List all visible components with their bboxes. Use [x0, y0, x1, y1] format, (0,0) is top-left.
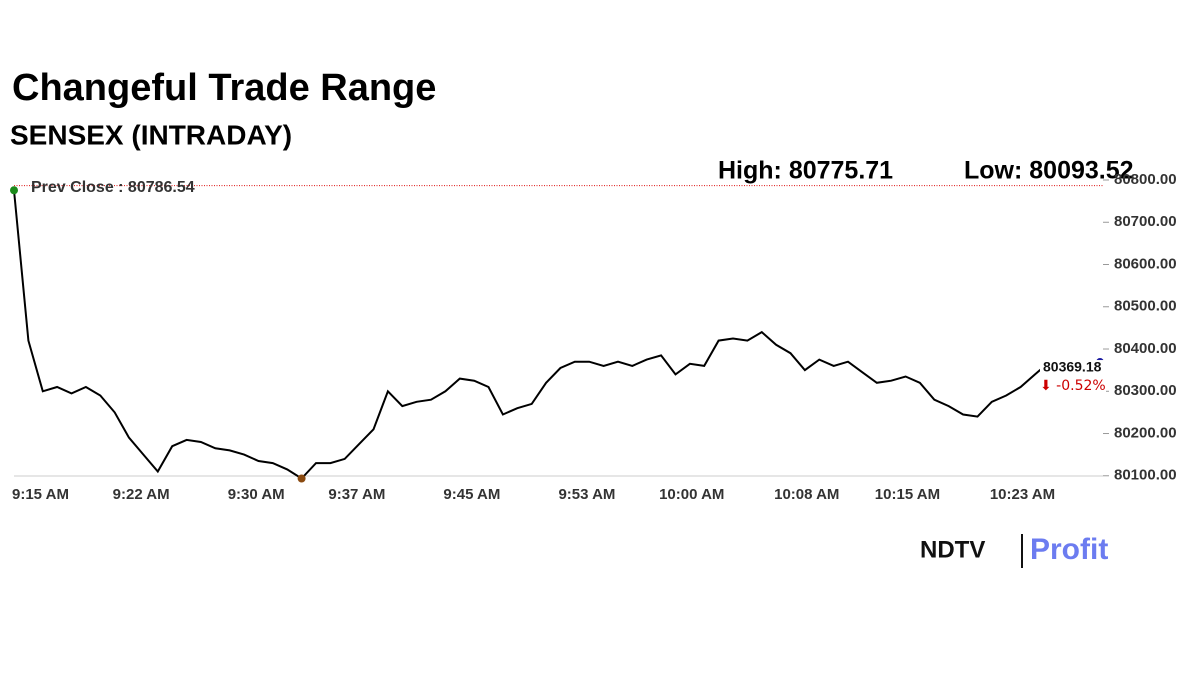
y-tick-label: 80400.00 — [1114, 340, 1177, 357]
reference-label: Prev Close : 80786.54 — [31, 179, 195, 196]
x-tick-label: 9:53 AM — [558, 486, 615, 503]
start-marker — [10, 186, 18, 195]
x-tick-label: 9:45 AM — [443, 486, 500, 503]
y-tick-label: 80800.00 — [1114, 171, 1177, 188]
chart-title: Changeful Trade Range — [12, 67, 436, 109]
x-tick-label: 10:15 AM — [875, 486, 940, 503]
change-label: ⬇ -0.52% — [1040, 378, 1106, 394]
x-tick-label: 9:37 AM — [328, 486, 385, 503]
logo-brand: NDTV — [920, 536, 985, 563]
y-tick-label: 80500.00 — [1114, 298, 1177, 315]
x-tick-label: 9:15 AM — [12, 486, 69, 503]
chart-subtitle: SENSEX (INTRADAY) — [10, 119, 292, 150]
y-tick-label: 80200.00 — [1114, 424, 1177, 441]
high-annotation: High: 80775.71 — [718, 157, 893, 185]
y-tick-label: 80700.00 — [1114, 213, 1177, 230]
x-tick-label: 10:23 AM — [990, 486, 1055, 503]
last-label-box — [1040, 360, 1106, 397]
y-tick-label: 80600.00 — [1114, 255, 1177, 272]
logo-product: Profit — [1030, 533, 1108, 566]
price-line — [13, 190, 1051, 480]
last-label: 80369.18 — [1043, 359, 1102, 375]
x-tick-label: 9:22 AM — [113, 486, 170, 503]
y-tick-label: 80100.00 — [1114, 467, 1177, 484]
low-marker — [297, 474, 306, 483]
logo: NDTV Profit — [920, 533, 1108, 568]
x-tick-label: 10:00 AM — [659, 486, 724, 503]
x-tick-label: 10:08 AM — [774, 486, 839, 503]
y-tick-label: 80300.00 — [1114, 382, 1177, 399]
x-tick-label: 9:30 AM — [228, 486, 285, 503]
